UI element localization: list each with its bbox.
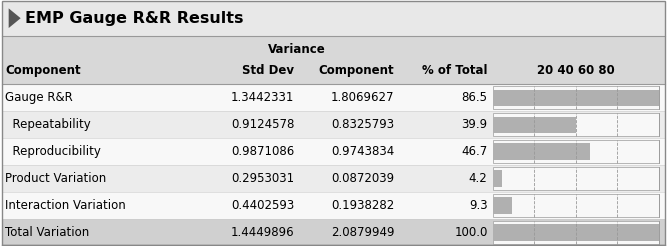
- Text: Reproducibility: Reproducibility: [5, 145, 101, 158]
- FancyBboxPatch shape: [2, 36, 665, 84]
- FancyBboxPatch shape: [493, 170, 502, 187]
- Text: 9.3: 9.3: [469, 199, 488, 212]
- Text: Product Variation: Product Variation: [5, 172, 107, 185]
- FancyBboxPatch shape: [2, 219, 665, 246]
- Text: 46.7: 46.7: [462, 145, 488, 158]
- Text: 1.3442331: 1.3442331: [231, 91, 294, 104]
- Text: % of Total: % of Total: [422, 64, 488, 77]
- Text: Variance: Variance: [268, 43, 325, 56]
- Text: 1.4449896: 1.4449896: [231, 226, 294, 239]
- FancyBboxPatch shape: [493, 90, 659, 106]
- FancyBboxPatch shape: [2, 138, 665, 165]
- Text: EMP Gauge R&R Results: EMP Gauge R&R Results: [25, 11, 244, 26]
- Text: 0.9124578: 0.9124578: [231, 118, 294, 131]
- FancyBboxPatch shape: [2, 84, 665, 111]
- FancyBboxPatch shape: [493, 117, 576, 133]
- Text: 0.9871086: 0.9871086: [231, 145, 294, 158]
- FancyBboxPatch shape: [493, 140, 659, 163]
- FancyBboxPatch shape: [2, 111, 665, 138]
- FancyBboxPatch shape: [493, 113, 659, 136]
- FancyBboxPatch shape: [493, 86, 659, 109]
- Text: 4.2: 4.2: [469, 172, 488, 185]
- Text: 0.2953031: 0.2953031: [231, 172, 294, 185]
- FancyBboxPatch shape: [493, 167, 659, 190]
- FancyBboxPatch shape: [2, 1, 665, 36]
- Text: 0.1938282: 0.1938282: [331, 199, 394, 212]
- Text: 0.8325793: 0.8325793: [331, 118, 394, 131]
- Text: Component: Component: [319, 64, 394, 77]
- Text: 2.0879949: 2.0879949: [331, 226, 394, 239]
- Text: Gauge R&R: Gauge R&R: [5, 91, 73, 104]
- FancyBboxPatch shape: [493, 194, 659, 217]
- FancyBboxPatch shape: [2, 84, 665, 245]
- Text: 0.0872039: 0.0872039: [331, 172, 394, 185]
- Text: Total Variation: Total Variation: [5, 226, 89, 239]
- Text: Interaction Variation: Interaction Variation: [5, 199, 126, 212]
- Text: 0.4402593: 0.4402593: [231, 199, 294, 212]
- Text: 1.8069627: 1.8069627: [331, 91, 394, 104]
- Polygon shape: [9, 8, 21, 28]
- Text: 39.9: 39.9: [462, 118, 488, 131]
- FancyBboxPatch shape: [493, 224, 659, 241]
- FancyBboxPatch shape: [2, 165, 665, 192]
- FancyBboxPatch shape: [493, 143, 590, 160]
- Text: 100.0: 100.0: [454, 226, 488, 239]
- FancyBboxPatch shape: [493, 197, 512, 214]
- Text: 86.5: 86.5: [462, 91, 488, 104]
- Text: Component: Component: [5, 64, 81, 77]
- Text: 20 40 60 80: 20 40 60 80: [537, 64, 615, 77]
- FancyBboxPatch shape: [493, 221, 659, 244]
- FancyBboxPatch shape: [2, 192, 665, 219]
- Text: Std Dev: Std Dev: [242, 64, 294, 77]
- Text: Repeatability: Repeatability: [5, 118, 91, 131]
- Text: 0.9743834: 0.9743834: [331, 145, 394, 158]
